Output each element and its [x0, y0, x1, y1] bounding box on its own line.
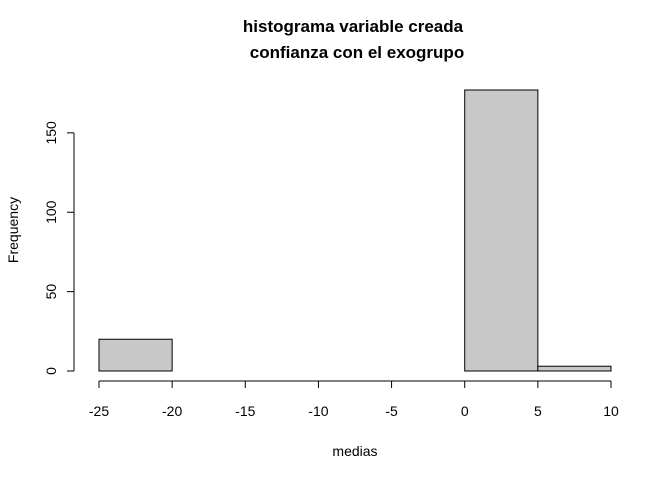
x-tick-label: -25 — [89, 403, 109, 419]
x-tick-label: -15 — [235, 403, 255, 419]
x-axis-label: medias — [332, 443, 377, 459]
histogram-bar-5 — [464, 89, 539, 372]
histogram-bar-0 — [98, 338, 173, 372]
y-tick-label: 0 — [43, 367, 59, 375]
x-tick-label: 10 — [603, 403, 619, 419]
x-tick-label: 5 — [534, 403, 542, 419]
x-tick-label: -10 — [308, 403, 328, 419]
x-tick-label: -5 — [385, 403, 398, 419]
y-tick-label: 150 — [43, 121, 59, 145]
chart-title-line-1: histograma variable creada — [243, 17, 464, 36]
x-axis: -25 -20 -15 -10 -5 0 5 10 — [89, 380, 619, 419]
chart-title-line-2: confianza con el exogrupo — [250, 43, 464, 62]
y-tick-label: 50 — [43, 284, 59, 300]
y-tick-label: 100 — [43, 200, 59, 224]
y-axis: 0 50 100 150 — [43, 121, 75, 375]
x-tick-label: 0 — [461, 403, 469, 419]
y-axis-label: Frequency — [5, 197, 21, 263]
x-tick-label: -20 — [162, 403, 182, 419]
histogram-bar-6 — [537, 365, 612, 372]
histogram-bars — [98, 89, 612, 372]
